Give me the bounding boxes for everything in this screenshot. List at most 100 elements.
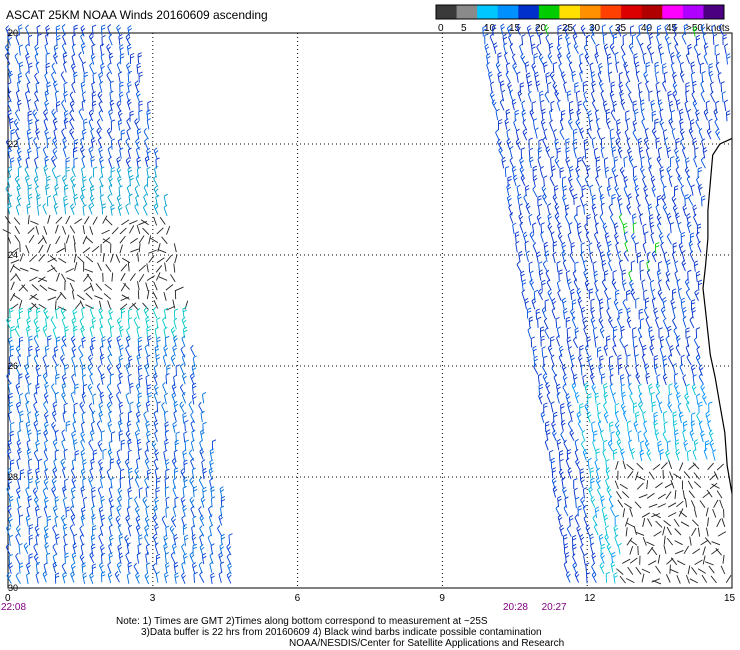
- wind-barb: [146, 468, 152, 481]
- wind-barb: [43, 165, 49, 177]
- wind-barb: [182, 523, 188, 536]
- wind-barb: [73, 146, 78, 158]
- wind-barb: [612, 100, 618, 112]
- wind-barb: [665, 335, 670, 348]
- wind-barb: [144, 515, 150, 528]
- wind-barb: [52, 543, 58, 555]
- wind-barb: [89, 572, 95, 584]
- wind-barb: [567, 401, 572, 414]
- wind-barb: [147, 392, 152, 404]
- wind-barb: [99, 353, 105, 366]
- wind-barb: [61, 429, 66, 441]
- wind-barb: [28, 524, 34, 535]
- wind-barb: [666, 233, 672, 245]
- wind-barb: [660, 175, 665, 188]
- wind-barb: [643, 136, 649, 149]
- wind-barb: [198, 476, 204, 489]
- wind-barb: [594, 279, 599, 292]
- wind-barb: [91, 245, 100, 253]
- wind-barb: [716, 463, 725, 471]
- wind-barb: [5, 25, 11, 37]
- wind-barb: [702, 32, 707, 45]
- wind-barb: [662, 203, 668, 216]
- wind-barb: [640, 156, 645, 168]
- wind-barb: [170, 274, 176, 283]
- wind-barb: [684, 498, 688, 508]
- wind-barb: [557, 289, 562, 302]
- wind-barb: [126, 43, 132, 56]
- wind-barb: [146, 118, 151, 130]
- wind-barb: [645, 316, 651, 328]
- wind-barb: [159, 216, 166, 225]
- wind-barb: [643, 430, 648, 443]
- wind-barb: [109, 90, 114, 103]
- wind-barb: [523, 194, 529, 206]
- wind-barb: [528, 137, 533, 149]
- wind-barb: [646, 269, 652, 281]
- wind-barb: [137, 392, 143, 404]
- wind-barb: [617, 195, 622, 207]
- wind-barb: [547, 289, 553, 301]
- wind-barb: [556, 260, 561, 273]
- wind-barb: [65, 420, 71, 432]
- wind-barb: [514, 231, 520, 243]
- wind-barb: [520, 174, 526, 186]
- wind-barb: [562, 259, 568, 272]
- wind-barb: [209, 459, 214, 471]
- wind-barb: [172, 299, 176, 309]
- wind-barb: [153, 281, 158, 291]
- wind-barb: [19, 267, 29, 272]
- wind-barb: [200, 429, 205, 441]
- wind-barb: [538, 203, 543, 216]
- wind-barb: [613, 156, 619, 168]
- wind-barb: [611, 166, 617, 178]
- wind-barb: [658, 279, 662, 291]
- wind-barb: [624, 517, 629, 527]
- wind-barb: [127, 438, 132, 451]
- wind-barb: [164, 552, 170, 564]
- wind-barb: [641, 512, 650, 518]
- wind-barb: [100, 53, 105, 65]
- wind-barb: [25, 53, 30, 65]
- wind-barb: [137, 281, 140, 291]
- wind-barb: [26, 81, 31, 94]
- wind-barb: [161, 402, 166, 414]
- wind-barb: [145, 316, 150, 328]
- wind-barb: [592, 261, 597, 273]
- wind-barb: [89, 282, 94, 292]
- legend-swatch: [703, 5, 725, 19]
- wind-barb: [624, 344, 629, 356]
- wind-barb: [651, 401, 656, 413]
- wind-barb: [175, 364, 180, 376]
- wind-barb: [125, 157, 131, 169]
- wind-barb: [54, 90, 60, 102]
- wind-barb: [662, 317, 668, 330]
- wind-barb: [640, 440, 645, 452]
- wind-barb: [79, 317, 85, 330]
- wind-barb: [596, 402, 601, 414]
- wind-barb: [668, 100, 674, 113]
- wind-barb: [522, 231, 528, 244]
- wind-barb: [537, 195, 542, 207]
- wind-barb: [86, 273, 93, 282]
- wind-barb: [686, 175, 692, 188]
- wind-barb: [164, 262, 167, 272]
- wind-barb: [512, 174, 518, 187]
- wind-barb: [51, 486, 57, 498]
- wind-barb: [133, 316, 139, 329]
- wind-barb: [119, 412, 124, 424]
- wind-barb: [129, 382, 134, 394]
- wind-barb: [538, 288, 543, 301]
- wind-barb: [154, 523, 159, 536]
- wind-barb: [153, 203, 159, 215]
- wind-barb: [674, 185, 679, 197]
- note-line-1: Note: 1) Times are GMT 2)Times along bot…: [116, 616, 488, 627]
- wind-barb: [616, 491, 622, 500]
- wind-barb: [6, 504, 12, 517]
- wind-barb: [9, 264, 15, 273]
- wind-barb: [600, 146, 605, 159]
- wind-barb: [101, 203, 107, 215]
- wind-barb: [71, 552, 77, 564]
- wind-barb: [127, 70, 132, 83]
- wind-barb: [620, 448, 625, 460]
